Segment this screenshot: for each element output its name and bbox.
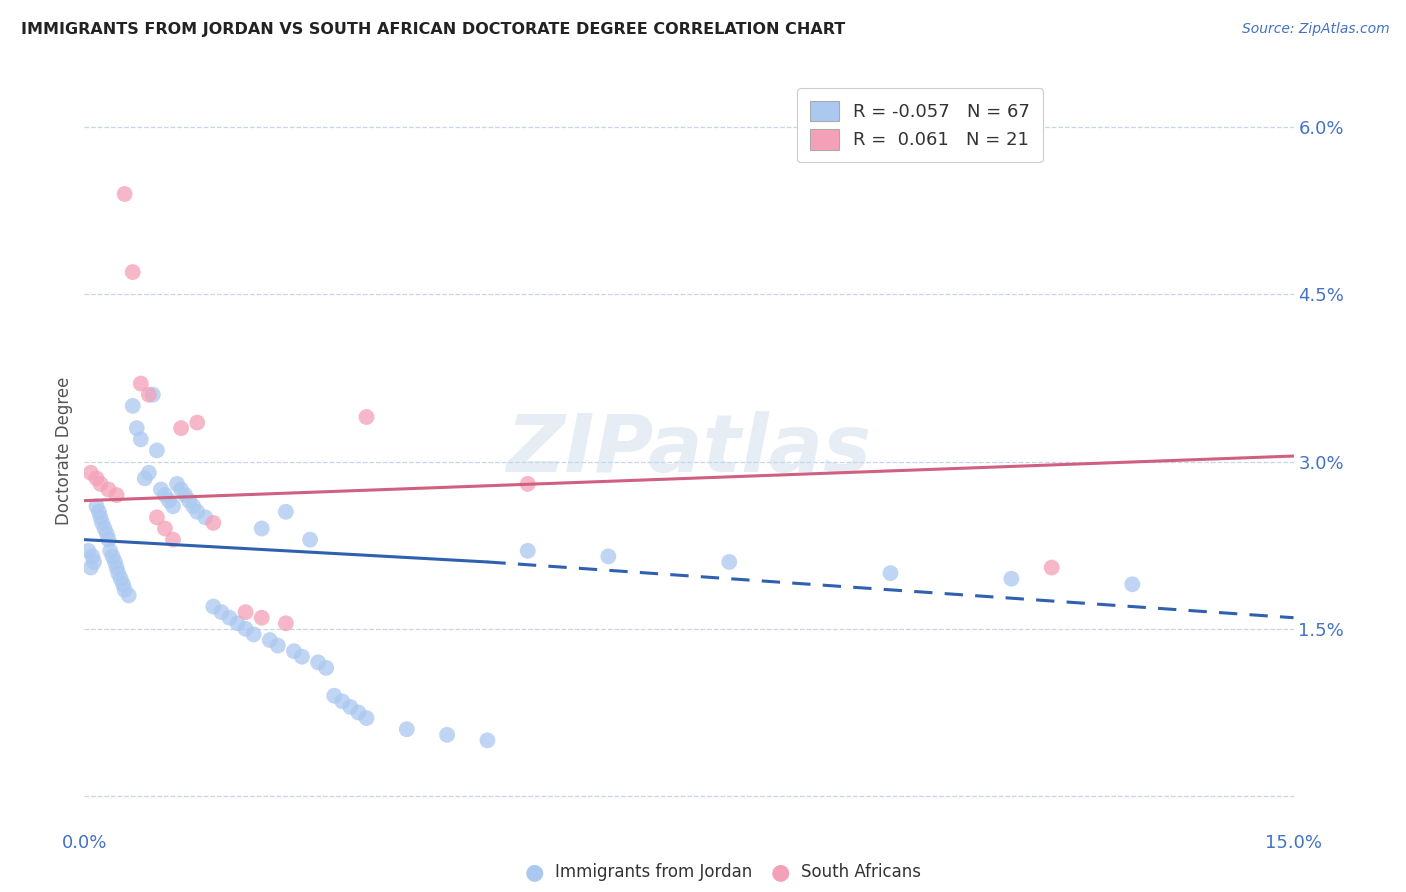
Point	[202, 516, 225, 530]
Point	[879, 566, 901, 581]
Point	[202, 599, 225, 614]
Point	[114, 582, 136, 597]
Point	[477, 733, 499, 747]
Legend: R = -0.057   N = 67, R =  0.061   N = 21: R = -0.057 N = 67, R = 0.061 N = 21	[797, 88, 1043, 162]
Point	[315, 661, 337, 675]
Y-axis label: Doctorate Degree: Doctorate Degree	[55, 376, 73, 524]
Point	[138, 387, 160, 401]
Point	[98, 543, 121, 558]
Point	[86, 471, 108, 485]
Point	[149, 483, 172, 497]
Point	[356, 410, 378, 425]
Point	[142, 387, 165, 401]
Point	[125, 421, 148, 435]
Text: IMMIGRANTS FROM JORDAN VS SOUTH AFRICAN DOCTORATE DEGREE CORRELATION CHART: IMMIGRANTS FROM JORDAN VS SOUTH AFRICAN …	[21, 22, 845, 37]
Point	[242, 627, 264, 641]
Point	[235, 622, 257, 636]
Point	[274, 505, 297, 519]
Point	[96, 527, 118, 541]
Point	[80, 466, 103, 480]
Point	[181, 500, 204, 514]
Point	[166, 476, 188, 491]
Point	[250, 611, 273, 625]
Point	[235, 605, 257, 619]
Point	[157, 493, 180, 508]
Point	[129, 432, 152, 446]
Point	[146, 510, 169, 524]
Point	[218, 611, 240, 625]
Point	[82, 549, 104, 564]
Point	[153, 488, 176, 502]
Point	[226, 616, 249, 631]
Point	[86, 500, 108, 514]
Point	[267, 639, 290, 653]
Point	[80, 560, 103, 574]
Point	[347, 706, 370, 720]
Point	[105, 488, 128, 502]
Point	[83, 555, 105, 569]
Point	[718, 555, 741, 569]
Point	[107, 566, 129, 581]
Point	[339, 699, 361, 714]
Point	[395, 723, 418, 737]
Point	[105, 560, 128, 574]
Text: ZIPatlas: ZIPatlas	[506, 411, 872, 490]
Point	[186, 416, 208, 430]
Point	[356, 711, 378, 725]
Point	[77, 543, 100, 558]
Point	[291, 649, 314, 664]
Point	[283, 644, 305, 658]
Point	[121, 265, 143, 279]
Point	[162, 500, 184, 514]
Point	[93, 521, 115, 535]
Point	[112, 577, 135, 591]
Point	[194, 510, 217, 524]
Point	[129, 376, 152, 391]
Point	[598, 549, 620, 564]
Point	[1000, 572, 1022, 586]
Point	[104, 555, 127, 569]
Text: Immigrants from Jordan: Immigrants from Jordan	[555, 863, 752, 881]
Point	[162, 533, 184, 547]
Point	[87, 505, 110, 519]
Text: ●: ●	[524, 863, 544, 882]
Point	[436, 728, 458, 742]
Text: ●: ●	[770, 863, 790, 882]
Point	[516, 476, 538, 491]
Point	[1121, 577, 1143, 591]
Point	[134, 471, 156, 485]
Point	[97, 483, 120, 497]
Point	[89, 476, 111, 491]
Point	[323, 689, 346, 703]
Point	[97, 533, 120, 547]
Text: South Africans: South Africans	[801, 863, 921, 881]
Point	[121, 399, 143, 413]
Point	[146, 443, 169, 458]
Point	[516, 543, 538, 558]
Point	[209, 605, 232, 619]
Point	[114, 186, 136, 201]
Point	[274, 616, 297, 631]
Point	[179, 493, 201, 508]
Point	[170, 483, 193, 497]
Point	[1040, 560, 1063, 574]
Point	[89, 510, 111, 524]
Point	[101, 549, 124, 564]
Point	[91, 516, 114, 530]
Point	[170, 421, 193, 435]
Point	[118, 589, 141, 603]
Point	[307, 655, 329, 669]
Point	[138, 466, 160, 480]
Point	[259, 633, 281, 648]
Text: Source: ZipAtlas.com: Source: ZipAtlas.com	[1241, 22, 1389, 37]
Point	[174, 488, 197, 502]
Point	[250, 521, 273, 535]
Point	[330, 694, 353, 708]
Point	[299, 533, 322, 547]
Point	[153, 521, 176, 535]
Point	[186, 505, 208, 519]
Point	[110, 572, 132, 586]
